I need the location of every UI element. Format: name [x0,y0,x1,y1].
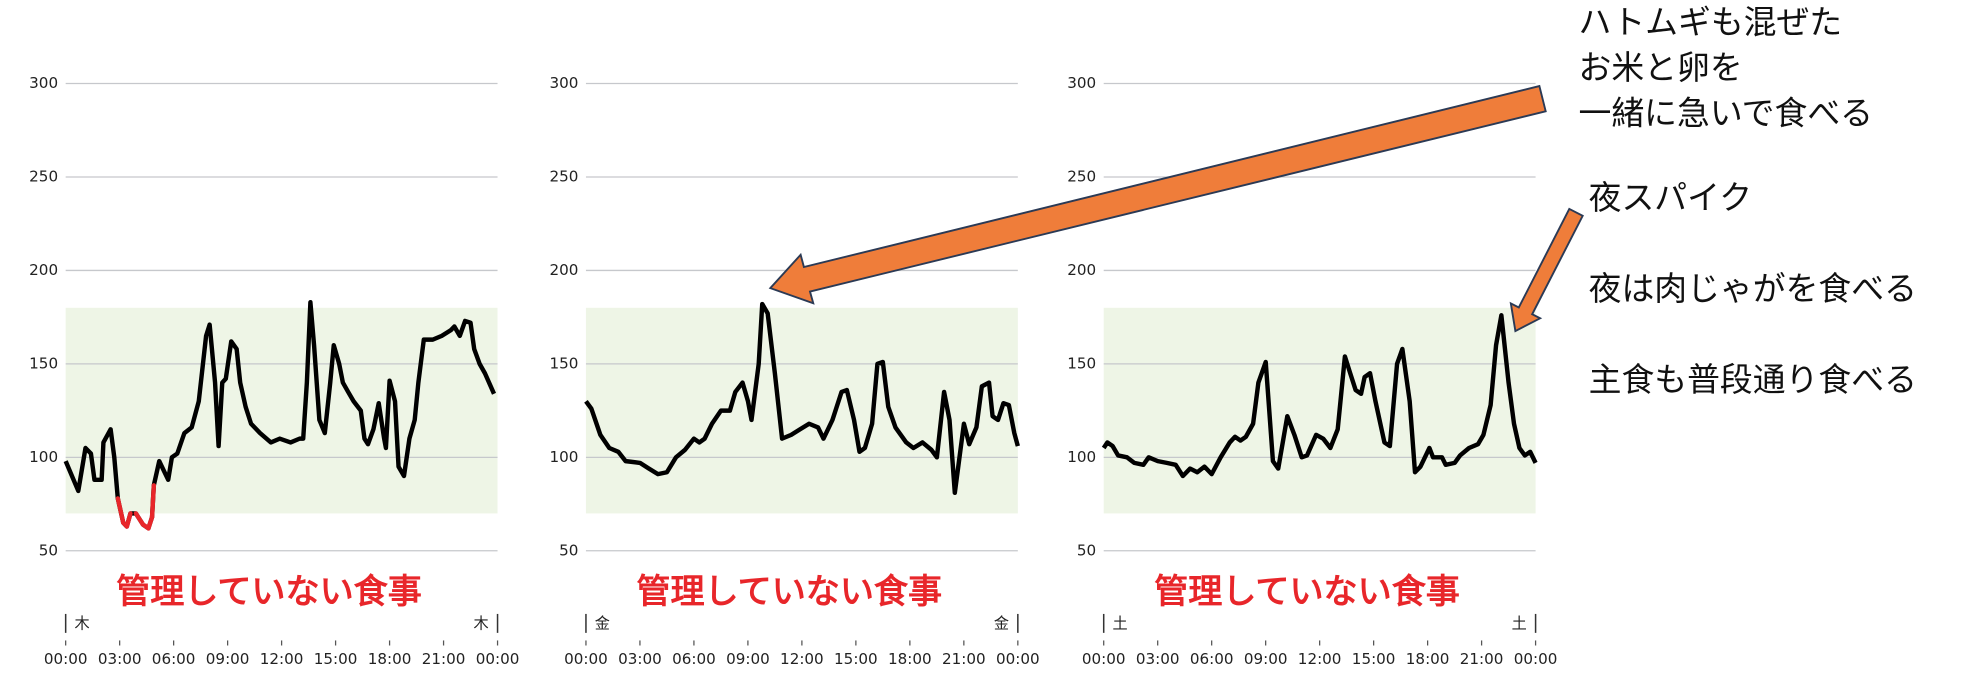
y-tick-label: 150 [1067,354,1096,372]
arrow [768,84,1547,305]
x-tick-label: 09:00 [726,650,770,668]
x-tick-label: 03:00 [1136,650,1180,668]
x-tick-label: 15:00 [1352,650,1396,668]
x-tick-label: 12:00 [260,650,304,668]
x-tick-label: 03:00 [618,650,662,668]
x-tick-label: 00:00 [476,650,520,668]
y-tick-label: 100 [1067,448,1096,466]
low-segment [124,511,133,529]
annotation: お米と卵を [1579,49,1743,87]
day-label: 土 [1113,615,1128,633]
x-tick-label: 03:00 [98,650,142,668]
x-tick-label: 06:00 [152,650,196,668]
y-tick-label: 300 [29,74,58,92]
y-tick-label: 150 [29,354,58,372]
x-tick-label: 18:00 [1406,650,1450,668]
x-tick-label: 06:00 [672,650,716,668]
x-tick-label: 15:00 [834,650,878,668]
caption: 管理していない食事 [116,572,422,612]
x-tick-label: 18:00 [888,650,932,668]
charts: 50 100 150 200 250 300 00:00 03:00 06:00 09:00 12:… [29,74,1557,668]
x-tick-label: 12:00 [780,650,824,668]
x-tick-label: 00:00 [1514,650,1558,668]
y-tick-label: 250 [1067,167,1096,185]
x-tick-label: 18:00 [368,650,412,668]
day-label: 木 [75,615,90,633]
x-tick-label: 21:00 [1460,650,1504,668]
x-tick-label: 15:00 [314,650,358,668]
x-tick-label: 06:00 [1190,650,1234,668]
x-tick-label: 00:00 [996,650,1040,668]
y-tick-label: 200 [1067,261,1096,279]
y-tick-label: 150 [549,354,578,372]
y-tick-label: 100 [549,448,578,466]
annotation: ハトムギも混ぜた [1579,4,1843,42]
arrow [1509,207,1584,333]
annotation: 夜は肉じゃがを食べる [1589,270,1917,308]
y-tick-label: 50 [559,541,578,559]
caption: 管理していない食事 [636,572,942,612]
annotations: ハトムギも混ぜたお米と卵を一緒に急いで食べる夜スパイク夜は肉じゃがを食べる主食も… [1579,4,1917,399]
y-tick-label: 300 [549,74,578,92]
low-segment [149,483,157,520]
annotation: 主食も普段通り食べる [1589,361,1917,399]
day-label: 金 [994,615,1009,633]
annotation: 夜スパイク [1589,179,1752,217]
low-segment [133,511,146,527]
x-tick-label: 09:00 [206,650,250,668]
x-tick-label: 00:00 [564,650,608,668]
annotation: 一緒に急いで食べる [1579,95,1873,133]
day-label: 金 [595,615,610,633]
x-tick-label: 00:00 [44,650,88,668]
y-tick-label: 50 [39,541,58,559]
low-segment [115,496,126,525]
x-tick-label: 21:00 [422,650,466,668]
y-tick-label: 200 [29,261,58,279]
y-tick-label: 300 [1067,74,1096,92]
x-tick-label: 09:00 [1244,650,1288,668]
y-tick-label: 50 [1077,541,1096,559]
x-tick-label: 21:00 [942,650,986,668]
target-band [1103,307,1536,514]
day-label: 土 [1512,615,1527,633]
caption: 管理していない食事 [1154,572,1460,612]
day-label: 木 [474,615,489,633]
y-tick-label: 200 [549,261,578,279]
glucose-line [1101,313,1538,479]
x-tick-label: 00:00 [1082,650,1126,668]
y-tick-label: 100 [29,448,58,466]
glucose-line [584,301,1020,496]
y-tick-label: 250 [29,167,58,185]
x-tick-label: 12:00 [1298,650,1342,668]
y-tick-label: 250 [549,167,578,185]
